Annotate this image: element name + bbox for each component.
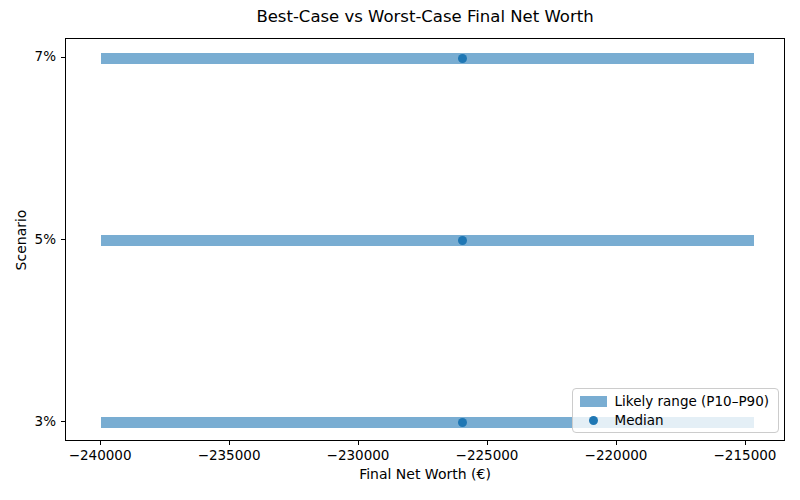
x-axis-tick xyxy=(358,441,359,445)
legend: Likely range (P10–P90) Median xyxy=(572,388,779,433)
x-tick-label: −240000 xyxy=(55,447,145,463)
y-axis-tick xyxy=(61,57,65,58)
plot-area: Likely range (P10–P90) Median xyxy=(65,38,785,441)
legend-label-range: Likely range (P10–P90) xyxy=(615,393,769,409)
x-axis-tick xyxy=(745,441,746,445)
chart-title: Best-Case vs Worst-Case Final Net Worth xyxy=(65,7,785,26)
legend-label-median: Median xyxy=(615,412,664,428)
legend-swatch-box xyxy=(580,396,607,407)
median-dot xyxy=(458,54,467,63)
range-bar-swatch-icon xyxy=(580,396,607,407)
x-tick-label: −220000 xyxy=(571,447,661,463)
median-dot xyxy=(458,236,467,245)
x-tick-label: −215000 xyxy=(700,447,790,463)
x-tick-label: −235000 xyxy=(184,447,274,463)
x-tick-label: −230000 xyxy=(313,447,403,463)
x-axis-tick xyxy=(229,441,230,445)
legend-swatch-box xyxy=(580,416,607,425)
range-bar xyxy=(101,53,754,64)
legend-entry-range: Likely range (P10–P90) xyxy=(580,393,769,409)
y-tick-label: 3% xyxy=(0,413,56,429)
x-axis-tick xyxy=(100,441,101,445)
y-axis-tick xyxy=(61,421,65,422)
chart-figure: Best-Case vs Worst-Case Final Net Worth … xyxy=(0,0,800,500)
x-axis-tick xyxy=(616,441,617,445)
x-axis-tick xyxy=(487,441,488,445)
legend-entry-median: Median xyxy=(580,412,769,428)
y-tick-label: 7% xyxy=(0,48,56,64)
x-tick-label: −225000 xyxy=(442,447,532,463)
y-tick-label: 5% xyxy=(0,231,56,247)
range-bar xyxy=(101,235,754,246)
y-axis-tick xyxy=(61,239,65,240)
median-dot-swatch-icon xyxy=(589,416,598,425)
x-axis-label: Final Net Worth (€) xyxy=(65,466,785,482)
